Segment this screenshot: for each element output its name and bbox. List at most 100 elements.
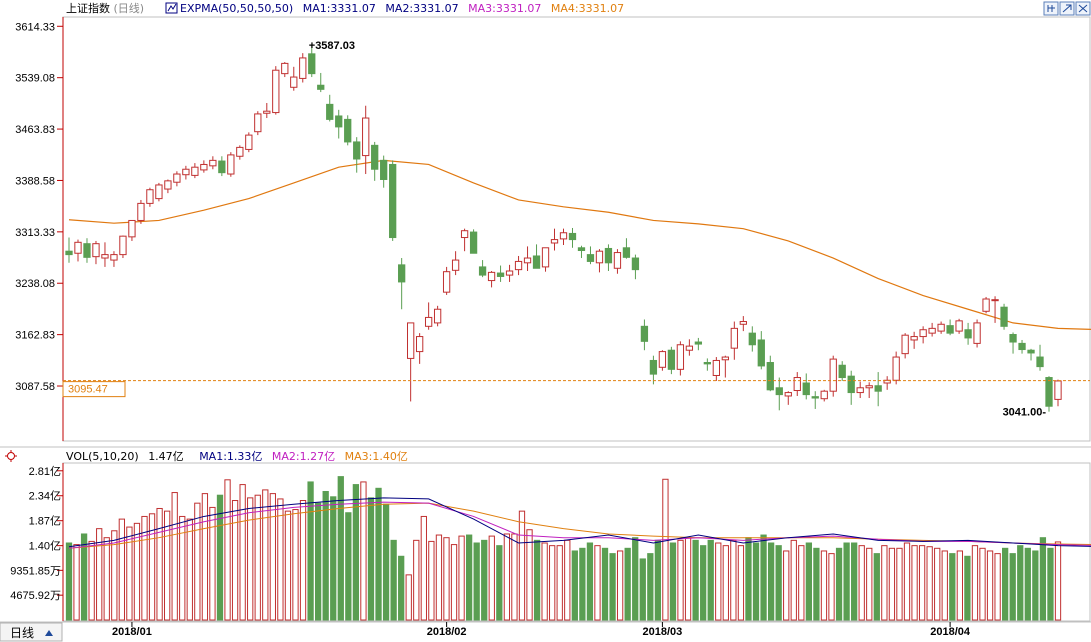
candle [191,163,199,179]
volume-bar [647,553,654,621]
candle [847,370,855,405]
candle [344,115,352,146]
candle [532,244,541,269]
candle [856,381,864,399]
candle [1000,303,1008,330]
volume-bar [216,494,224,621]
volume-bar [277,498,284,621]
price-tick-label: 3087.58 [15,381,55,393]
volume-bar [541,542,548,621]
date-label: 2018/04 [930,626,971,638]
candle [1027,348,1035,361]
candle [389,160,397,241]
volume-axis: 2.81亿 2.34亿 1.87亿 1.40亿 9351.85万 4675.92万 [10,463,64,621]
candle [505,264,514,282]
volume-bar [715,542,722,621]
volume-bar [269,493,276,621]
price-tick-label: 3162.83 [15,330,55,342]
volume-bar [994,553,1001,621]
volume-bar [609,553,616,621]
volume-bar [971,545,979,621]
volume-bar [571,550,578,621]
volume-bar [639,558,646,621]
candle [649,355,658,385]
candle [973,319,981,348]
candle [272,66,280,115]
volume-bar [979,547,986,621]
candle [523,246,532,271]
candle [514,255,523,276]
candle [622,238,631,259]
candle [667,346,676,375]
volume-bar [201,493,209,621]
volume-tick-label: 1.87亿 [29,515,61,528]
volume-bar [390,539,397,621]
volume-bar [435,534,443,621]
volume-bar [450,544,458,621]
volume-bar [526,529,533,621]
candle [236,145,244,160]
volume-bar [896,547,903,621]
volume-tick-label: 2.34亿 [29,490,61,503]
volume-tick-label: 1.40亿 [29,540,61,553]
volume-bar [111,530,118,621]
volume-bar [209,506,216,621]
vol-ma2: MA2:1.27亿 [272,450,335,463]
candle [119,235,127,259]
volume-bar [632,537,639,621]
candle [739,316,747,332]
candle [83,238,91,263]
date-label: 2018/02 [427,626,467,638]
index-title: 上证指数 [66,1,110,15]
vol-value: 1.47亿 [148,450,184,463]
candle [290,66,298,91]
volume-bar [564,539,571,621]
volume-bar [118,518,125,621]
volume-bar [881,545,888,621]
expma-curve [68,159,1091,330]
volume-bar [722,545,729,621]
volume-bar [767,542,775,621]
candle [874,372,882,407]
volume-bar [292,509,299,621]
volume-bar [443,537,450,621]
expma-header: EXPMA(50,50,50,50) MA1:3331.07 MA2:3331.… [180,2,624,15]
candle [928,322,936,337]
volume-bar [624,547,631,621]
volume-bar [126,526,133,621]
volume-bar [783,550,790,621]
candle [496,265,505,282]
candle [946,319,954,336]
period-tab-label: 日线 [10,626,34,640]
candle [317,72,325,93]
period-tab[interactable]: 日线 [0,622,63,642]
candle [155,182,163,202]
volume-bar [133,522,141,621]
volume-bar [835,547,843,621]
candle [469,229,478,254]
candle [245,132,253,153]
expma-icon[interactable] [165,2,178,14]
price-tick-label: 3388.58 [15,175,55,187]
volume-bar [533,539,541,621]
settings-icon[interactable] [5,450,17,462]
candle [937,321,945,334]
layout-button[interactable] [1043,1,1059,16]
volume-bar [616,550,624,621]
close-button[interactable] [1075,1,1091,16]
volume-bar [684,537,692,621]
volume-bar [247,497,254,621]
candle [595,249,604,273]
volume-bar [707,539,714,621]
candle [110,251,118,267]
candle [1018,339,1026,354]
volume-bar [231,500,239,621]
volume-bar [473,542,480,621]
candle [820,389,828,402]
volume-bar [692,539,699,621]
candle [137,199,145,224]
volume-bar [156,507,163,621]
volume-bar [873,553,880,621]
candle [128,219,136,241]
zoom-button[interactable] [1059,1,1075,16]
